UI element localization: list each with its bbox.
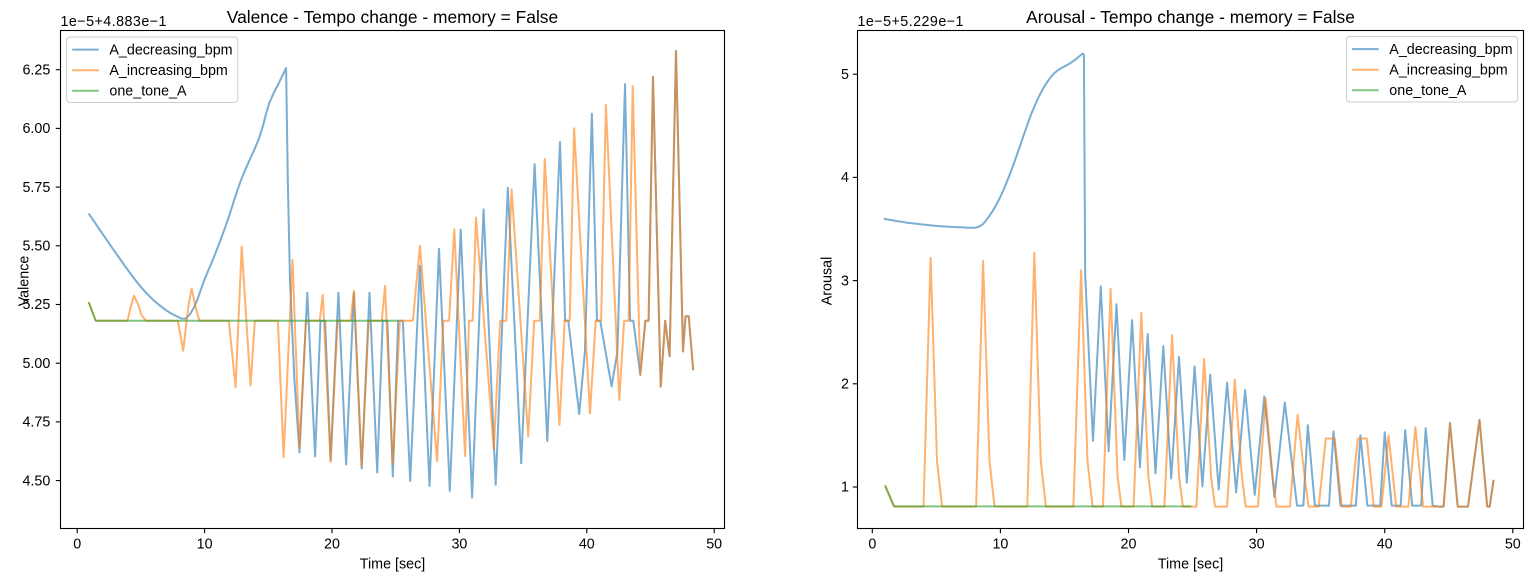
svg-text:A_decreasing_bpm: A_decreasing_bpm	[1389, 42, 1512, 58]
svg-text:5.75: 5.75	[22, 180, 50, 196]
svg-text:0: 0	[73, 537, 81, 553]
svg-text:6.25: 6.25	[22, 62, 50, 78]
svg-text:Valence: Valence	[17, 256, 33, 307]
svg-text:Valence - Tempo change - memor: Valence - Tempo change - memory = False	[227, 7, 558, 27]
svg-text:1e−5+5.229e−1: 1e−5+5.229e−1	[858, 14, 964, 30]
svg-text:0: 0	[868, 537, 876, 553]
svg-text:20: 20	[1121, 537, 1137, 553]
svg-text:1e−5+4.883e−1: 1e−5+4.883e−1	[61, 14, 167, 30]
svg-text:30: 30	[451, 537, 467, 553]
svg-text:Time [sec]: Time [sec]	[360, 556, 425, 572]
svg-text:Arousal - Tempo change - memor: Arousal - Tempo change - memory = False	[1026, 7, 1355, 27]
svg-text:A_increasing_bpm: A_increasing_bpm	[109, 63, 227, 79]
svg-text:10: 10	[197, 537, 213, 553]
svg-text:3: 3	[841, 273, 849, 289]
svg-text:one_tone_A: one_tone_A	[1389, 83, 1467, 99]
svg-text:10: 10	[992, 537, 1008, 553]
svg-text:4.50: 4.50	[22, 473, 50, 489]
svg-text:Time [sec]: Time [sec]	[1158, 556, 1223, 572]
svg-text:40: 40	[579, 537, 595, 553]
svg-text:1: 1	[841, 480, 849, 496]
svg-text:Arousal: Arousal	[820, 257, 836, 305]
svg-text:2: 2	[841, 377, 849, 393]
svg-text:50: 50	[1505, 537, 1521, 553]
svg-text:5.25: 5.25	[22, 297, 50, 313]
svg-text:40: 40	[1377, 537, 1393, 553]
svg-text:4.75: 4.75	[22, 415, 50, 431]
svg-text:one_tone_A: one_tone_A	[109, 84, 187, 100]
svg-text:5: 5	[841, 67, 849, 83]
svg-text:30: 30	[1249, 537, 1265, 553]
svg-text:5.50: 5.50	[22, 239, 50, 255]
svg-text:20: 20	[324, 537, 340, 553]
svg-text:5.00: 5.00	[22, 356, 50, 372]
svg-text:4: 4	[841, 170, 849, 186]
svg-text:A_decreasing_bpm: A_decreasing_bpm	[109, 42, 232, 58]
svg-text:6.00: 6.00	[22, 121, 50, 137]
svg-text:A_increasing_bpm: A_increasing_bpm	[1389, 63, 1507, 79]
svg-text:50: 50	[706, 537, 722, 553]
